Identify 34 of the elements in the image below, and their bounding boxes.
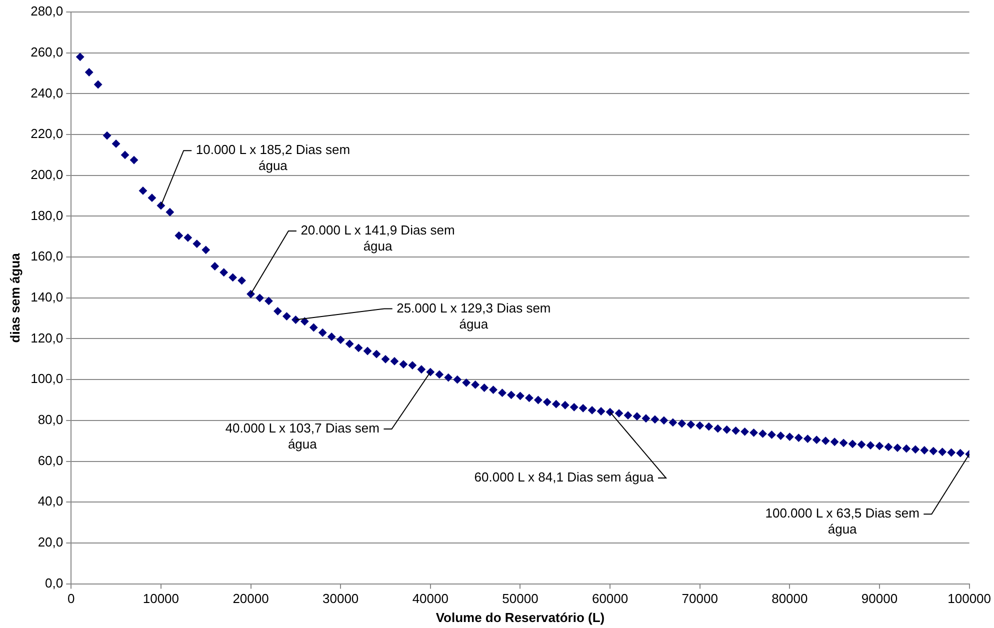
y-tick-label: 240,0 <box>30 85 64 100</box>
annotation: 25.000 L x 129,3 Dias sem água <box>396 300 551 332</box>
y-tick-label: 100,0 <box>30 371 64 386</box>
annotation: 40.000 L x 103,7 Dias sem água <box>225 420 380 452</box>
y-tick-label: 20,0 <box>38 534 64 550</box>
x-tick-label: 60000 <box>592 591 628 606</box>
x-tick-label: 20000 <box>232 591 269 606</box>
y-tick-label: 220,0 <box>30 126 64 142</box>
x-axis-title: Volume do Reservatório (L) <box>436 610 605 625</box>
y-tick-label: 40,0 <box>38 494 64 509</box>
x-tick-label: 40000 <box>412 591 448 606</box>
y-tick-label: 140,0 <box>30 289 64 304</box>
x-tick-label: 90000 <box>861 591 898 606</box>
y-tick-label: 160,0 <box>30 248 64 264</box>
annotation: 20.000 L x 141,9 Dias sem água <box>300 222 455 254</box>
x-tick-label: 0 <box>68 591 75 606</box>
annotation: 10.000 L x 185,2 Dias sem água <box>196 142 350 174</box>
annotation: 100.000 L x 63,5 Dias sem água <box>765 506 920 537</box>
y-axis-title: dias sem água <box>7 252 22 343</box>
x-tick-label: 70000 <box>682 591 718 606</box>
x-tick-label: 100000 <box>948 591 992 606</box>
annotation: 60.000 L x 84,1 Dias sem água <box>474 470 655 485</box>
y-tick-label: 260,0 <box>30 44 64 60</box>
y-tick-label: 200,0 <box>30 166 64 182</box>
y-tick-label: 0,0 <box>45 575 64 590</box>
y-tick-label: 120,0 <box>30 330 64 346</box>
y-tick-label: 60,0 <box>38 452 64 468</box>
y-tick-label: 80,0 <box>38 412 64 428</box>
y-tick-label: 180,0 <box>30 208 64 223</box>
x-tick-label: 50000 <box>502 591 538 606</box>
x-tick-label: 80000 <box>772 591 808 606</box>
x-tick-label: 10000 <box>142 591 180 606</box>
y-tick-label: 280,0 <box>30 4 64 19</box>
x-tick-label: 30000 <box>322 591 359 606</box>
